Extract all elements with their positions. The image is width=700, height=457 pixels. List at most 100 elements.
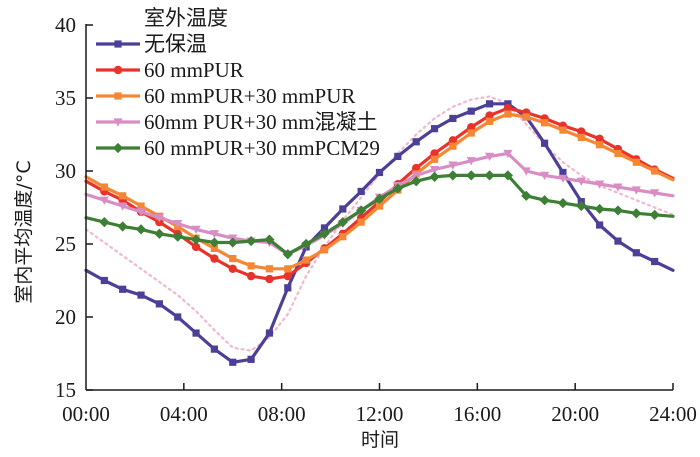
legend-marker bbox=[114, 92, 122, 100]
data-point bbox=[245, 235, 257, 247]
data-point bbox=[466, 170, 477, 181]
data-point bbox=[356, 205, 367, 216]
legend-label: 60mm PUR+30 mm混凝土 bbox=[144, 110, 378, 134]
data-point bbox=[320, 224, 329, 232]
data-point bbox=[411, 176, 422, 187]
legend-item: 60mm PUR+30 mm混凝土 bbox=[96, 110, 378, 134]
x-axis-title: 时间 bbox=[361, 429, 399, 451]
data-point bbox=[596, 221, 604, 229]
data-point bbox=[282, 249, 293, 260]
data-point bbox=[320, 246, 329, 254]
data-point bbox=[374, 193, 385, 204]
data-point bbox=[284, 284, 292, 292]
data-point bbox=[448, 136, 458, 145]
data-point bbox=[99, 196, 109, 205]
data-point bbox=[429, 171, 440, 182]
data-point bbox=[227, 237, 238, 248]
data-point bbox=[467, 129, 475, 137]
data-point bbox=[521, 167, 531, 176]
data-point bbox=[228, 264, 237, 274]
y-ticks: 15 20 25 30 35 40 bbox=[55, 13, 93, 402]
legend-item: 60 mmPUR+30 mmPCM29 bbox=[96, 136, 380, 160]
legend-marker bbox=[113, 118, 123, 127]
data-point bbox=[467, 123, 476, 132]
data-point bbox=[246, 271, 256, 281]
data-point bbox=[614, 149, 622, 158]
data-point bbox=[247, 355, 255, 363]
data-point bbox=[449, 142, 457, 150]
data-point bbox=[283, 271, 292, 281]
data-point bbox=[448, 161, 458, 170]
data-point bbox=[447, 170, 458, 181]
y-tick-label: 15 bbox=[55, 378, 76, 402]
data-point bbox=[651, 167, 659, 175]
data-point bbox=[595, 134, 604, 144]
data-point bbox=[449, 114, 457, 123]
data-point bbox=[557, 198, 569, 209]
data-point bbox=[264, 234, 275, 245]
data-point bbox=[119, 192, 127, 200]
data-point bbox=[559, 168, 567, 177]
data-point bbox=[100, 276, 108, 285]
plot-area bbox=[84, 95, 675, 366]
data-point bbox=[484, 170, 495, 181]
legend-item: 60 mmPUR bbox=[96, 58, 244, 82]
data-point bbox=[411, 171, 421, 180]
data-point bbox=[650, 189, 660, 198]
data-point bbox=[117, 221, 128, 232]
data-point bbox=[539, 171, 550, 180]
data-point bbox=[301, 238, 312, 250]
data-point bbox=[411, 163, 421, 173]
data-point bbox=[154, 228, 165, 239]
data-point bbox=[265, 274, 274, 284]
legend-label: 60 mmPUR bbox=[144, 58, 244, 82]
data-point bbox=[337, 217, 348, 228]
data-point bbox=[154, 214, 164, 223]
x-tick-label: 00:00 bbox=[62, 402, 110, 426]
data-point bbox=[504, 110, 512, 118]
data-point bbox=[319, 228, 330, 239]
data-point bbox=[339, 205, 347, 213]
data-point bbox=[210, 254, 219, 263]
legend-label: 无保温 bbox=[144, 32, 207, 56]
data-point bbox=[522, 113, 530, 121]
legend-marker bbox=[114, 40, 122, 48]
data-point bbox=[210, 345, 219, 353]
data-point bbox=[135, 224, 147, 235]
data-point bbox=[265, 329, 274, 337]
data-point bbox=[484, 152, 495, 161]
data-point bbox=[594, 203, 605, 215]
data-point bbox=[209, 230, 220, 239]
data-point bbox=[119, 285, 127, 293]
data-point bbox=[192, 329, 200, 337]
data-point bbox=[229, 358, 237, 366]
data-point bbox=[576, 177, 586, 186]
x-tick-label: 12:00 bbox=[356, 402, 404, 426]
data-point bbox=[136, 208, 146, 217]
data-point bbox=[99, 217, 110, 228]
data-point bbox=[540, 139, 549, 147]
data-point bbox=[651, 257, 659, 266]
data-point bbox=[357, 187, 365, 196]
data-point bbox=[392, 183, 403, 194]
legend-marker bbox=[113, 65, 123, 75]
data-point bbox=[632, 249, 640, 257]
data-point bbox=[613, 183, 623, 192]
data-point bbox=[596, 141, 604, 149]
data-point bbox=[485, 111, 494, 120]
data-point bbox=[614, 237, 622, 245]
data-point bbox=[631, 186, 641, 195]
legend-item: 60 mmPUR+30 mmPUR bbox=[96, 84, 355, 108]
y-tick-label: 25 bbox=[55, 232, 76, 256]
y-tick-label: 20 bbox=[55, 305, 76, 329]
data-point bbox=[137, 202, 145, 210]
data-point bbox=[430, 155, 439, 163]
data-point bbox=[504, 100, 512, 108]
data-point bbox=[429, 165, 440, 175]
data-point bbox=[375, 202, 384, 210]
data-point bbox=[302, 256, 310, 264]
data-point bbox=[612, 205, 624, 216]
data-point bbox=[466, 157, 476, 166]
data-point bbox=[100, 183, 108, 191]
